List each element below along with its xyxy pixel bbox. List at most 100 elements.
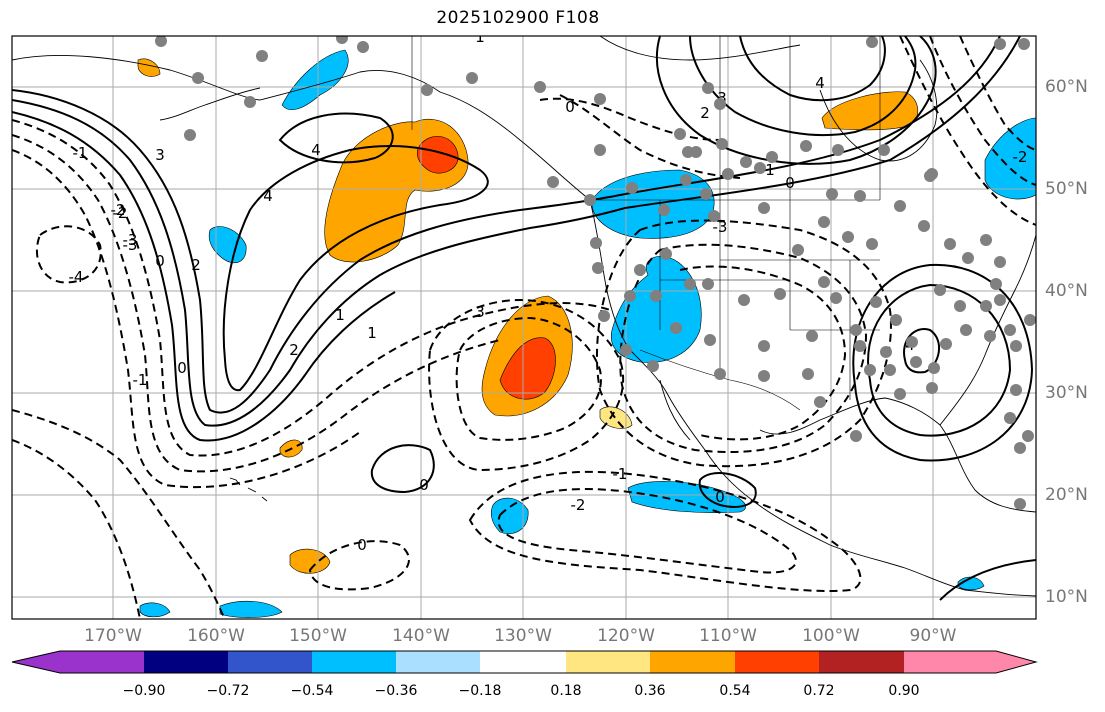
contour-label: 2 [289, 341, 299, 359]
contour-label: -1 [73, 144, 88, 162]
coastlines [12, 36, 1036, 597]
contour-neg-bc [559, 94, 741, 179]
contour-neg-6 [12, 439, 141, 619]
contour-label: -3 [123, 236, 138, 254]
colorbar-segment [312, 651, 396, 673]
aleutian-coast [159, 87, 261, 121]
station-markers [155, 36, 1036, 510]
contour-hudson-3 [739, 36, 886, 102]
strong-positive-pacific-east [499, 337, 556, 400]
contour-label: 4 [815, 74, 825, 92]
longitude-label: 150°W [289, 626, 347, 646]
colorbar-tick-label: 0.18 [550, 683, 582, 699]
longitude-label: 140°W [392, 626, 450, 646]
contour-label: 1 [765, 161, 775, 179]
colorbar-segment [228, 651, 312, 673]
contour-label: 4 [263, 187, 273, 205]
contour-label: 1 [367, 324, 377, 342]
contour-neg-5 [12, 409, 226, 619]
longitude-label: 170°W [84, 626, 142, 646]
strong-positive-gulf-alaska [416, 136, 459, 174]
latitude-label: 60°N [1045, 77, 1088, 97]
contour-label: 0 [715, 488, 725, 506]
negative-region-south-2 [219, 600, 283, 618]
colorbar-segment [396, 651, 480, 673]
hudson-bay [819, 59, 938, 162]
contour-label: 0 [785, 174, 795, 192]
east-coast [939, 234, 1036, 426]
contour-neg-2 [12, 134, 501, 473]
contour-hudson-1 [656, 36, 937, 165]
contour-neg-east-3 [959, 36, 1036, 151]
shaded-anomalies [137, 49, 1036, 618]
plot-frame [11, 35, 1037, 620]
contour-neg-1 [12, 119, 611, 457]
longitude-label: 120°W [597, 626, 655, 646]
longitude-label: 100°W [802, 626, 860, 646]
contour-label: 0 [419, 476, 429, 494]
gulf-coast [759, 397, 1036, 513]
contour-south-east [939, 559, 1036, 601]
contour-east-low-2 [852, 263, 1034, 462]
negative-region-alaska [281, 49, 349, 110]
colorbar-segment [12, 651, 144, 673]
contour-jet-1 [12, 36, 1001, 414]
colorbar-segment [650, 651, 735, 673]
colorbar-outline [11, 650, 1038, 674]
contour-label: 1 [335, 306, 345, 324]
longitude-label: 160°W [187, 626, 245, 646]
colorbar-tick-label: −0.72 [206, 683, 250, 699]
contour-label: 4 [311, 141, 321, 159]
colorbar [12, 651, 1036, 673]
contour-east-low-1 [867, 283, 1012, 437]
colorbar-tick-label: 0.90 [888, 683, 920, 699]
contour-label: 2 [700, 104, 710, 122]
negative-region-pacific-south [490, 497, 529, 534]
contour-label: -3 [713, 218, 728, 236]
contour-neg-4 [35, 225, 102, 284]
colorbar-tick-label: −0.36 [374, 683, 418, 699]
graticule [12, 36, 1036, 619]
colorbar-tick-label: −0.54 [290, 683, 334, 699]
contour-label: 0 [155, 252, 165, 270]
contour-zero-pacific [370, 444, 435, 494]
colorbar-tick-label: 0.54 [719, 683, 751, 699]
colorbar-segment [480, 651, 566, 673]
positive-region-small-4 [137, 58, 161, 77]
contour-jet-2 [12, 36, 1021, 427]
contour-neg-central-1 [595, 219, 892, 468]
contour-label: 1 [475, 28, 485, 46]
positive-region-small-2 [289, 548, 331, 574]
contour-label: -2 [111, 201, 126, 219]
longitude-label: 90°W [909, 626, 957, 646]
contour-label: -4 [69, 268, 84, 286]
latitude-label: 40°N [1045, 281, 1088, 301]
colorbar-segment [735, 651, 819, 673]
colorbar-tick-label: 0.72 [803, 683, 835, 699]
contour-label: -2 [113, 204, 128, 222]
contour-label: 3 [155, 146, 165, 164]
canada-provinces [719, 36, 881, 200]
contour-labels: 4 4 3 2 1 0 -1 -2 -3 -4 3 2 1 0 -1 -2 -3… [69, 28, 1028, 554]
contour-neg-central-2 [619, 243, 868, 453]
contour-label: 0 [357, 536, 367, 554]
contour-neg-east-1 [899, 36, 1036, 226]
contour-label: 0 [565, 98, 575, 116]
contour-label: 0 [177, 359, 187, 377]
colorbar-segment [819, 651, 904, 673]
colorbar-segment [904, 651, 1036, 673]
latitude-label: 30°N [1045, 383, 1088, 403]
contour-trough-3 [222, 145, 489, 392]
map-title: 2025102900 F108 [436, 8, 600, 28]
political-borders [411, 36, 881, 411]
colorbar-tick-label: 0.36 [634, 683, 666, 699]
us-mexico-border [639, 349, 801, 411]
contour-neg-south-1 [468, 470, 862, 592]
contour-neg-west-2 [455, 316, 602, 441]
contour-label: -2 [1013, 148, 1028, 166]
contour-neg-east-2 [929, 36, 1036, 186]
contour-label: -1 [613, 465, 628, 483]
contours-negative [12, 36, 1036, 619]
contour-east-low-3 [903, 328, 940, 374]
contour-label: 3 [717, 89, 727, 107]
